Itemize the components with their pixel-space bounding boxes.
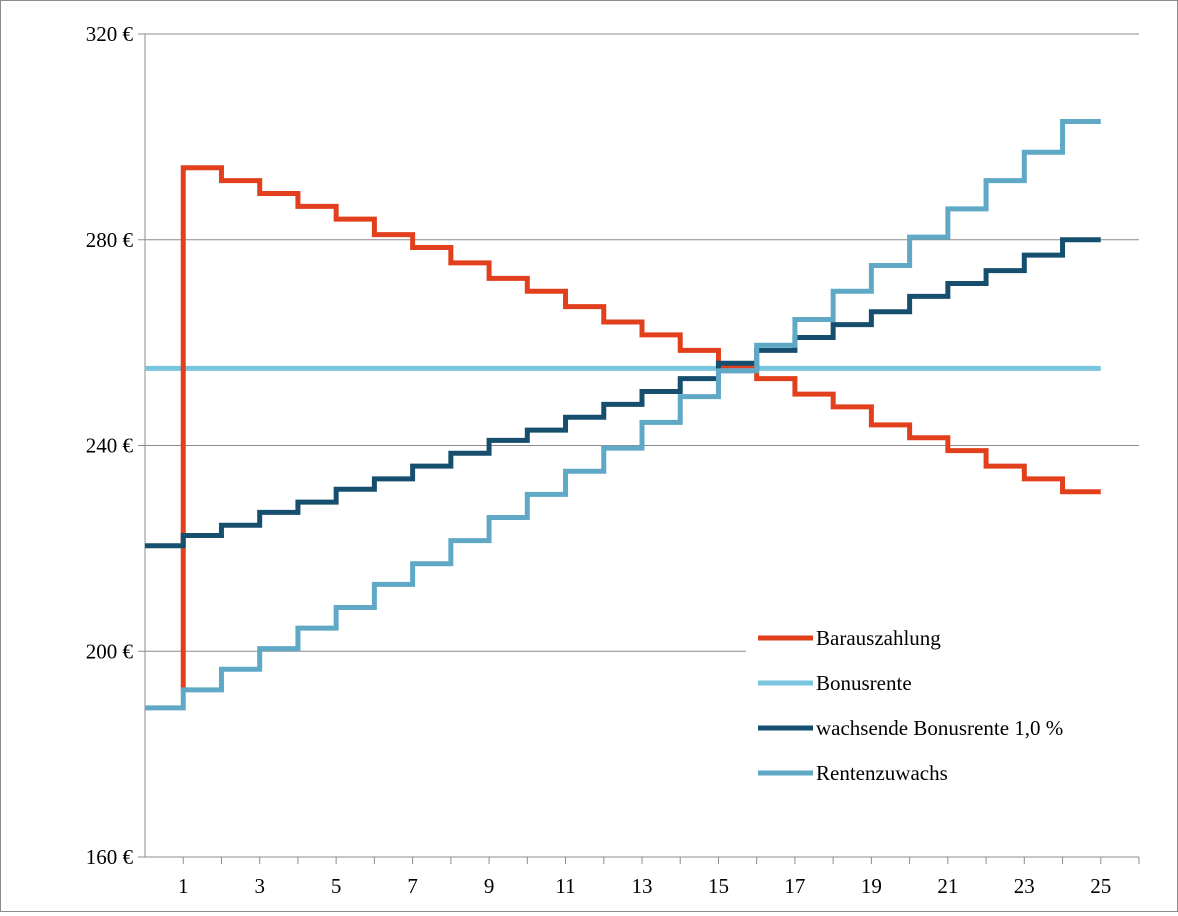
x-tick-label: 17 bbox=[784, 874, 805, 898]
series-line-rentenzuwachs bbox=[145, 118, 1101, 711]
x-tick-label: 21 bbox=[937, 874, 958, 898]
y-tick-label: 240 € bbox=[86, 434, 134, 458]
legend-label: Barauszahlung bbox=[816, 626, 941, 650]
legend: Barauszahlung Bonusrente wachsende Bonusre… bbox=[746, 618, 1141, 798]
x-tick-label: 1 bbox=[178, 874, 189, 898]
x-tick-label: 7 bbox=[407, 874, 418, 898]
x-tick-label: 3 bbox=[254, 874, 265, 898]
legend-label: Rentenzuwachs bbox=[816, 761, 948, 785]
legend-label: Bonusrente bbox=[816, 671, 912, 695]
y-tick-label: 320 € bbox=[86, 22, 134, 46]
y-tick-label: 280 € bbox=[86, 228, 134, 252]
legend-label: wachsende Bonusrente 1,0 % bbox=[816, 716, 1063, 740]
x-tick-label: 9 bbox=[484, 874, 495, 898]
x-tick-label: 13 bbox=[632, 874, 653, 898]
legend-background bbox=[746, 618, 1141, 798]
gridlines bbox=[145, 33, 1139, 652]
series-line-wachsende-bonusrente-1-0 bbox=[145, 237, 1101, 549]
y-tick-label: 200 € bbox=[86, 639, 134, 663]
y-tick-label: 160 € bbox=[86, 845, 134, 869]
x-tick-label: 25 bbox=[1090, 874, 1111, 898]
x-tick-label: 15 bbox=[708, 874, 729, 898]
x-tick-label: 23 bbox=[1014, 874, 1035, 898]
x-tick-label: 19 bbox=[861, 874, 882, 898]
series-group bbox=[145, 118, 1101, 711]
x-axis-ticks: 1 3 5 7 9 11 13 15 17 19 21 23 25 bbox=[178, 874, 1111, 898]
series-line-barauszahlung bbox=[180, 165, 1101, 690]
x-tick-label: 5 bbox=[331, 874, 342, 898]
axes bbox=[138, 33, 1140, 864]
y-axis-ticks: 160 € 200 € 240 € 280 € 320 € bbox=[86, 22, 134, 869]
x-tick-label: 11 bbox=[555, 874, 575, 898]
